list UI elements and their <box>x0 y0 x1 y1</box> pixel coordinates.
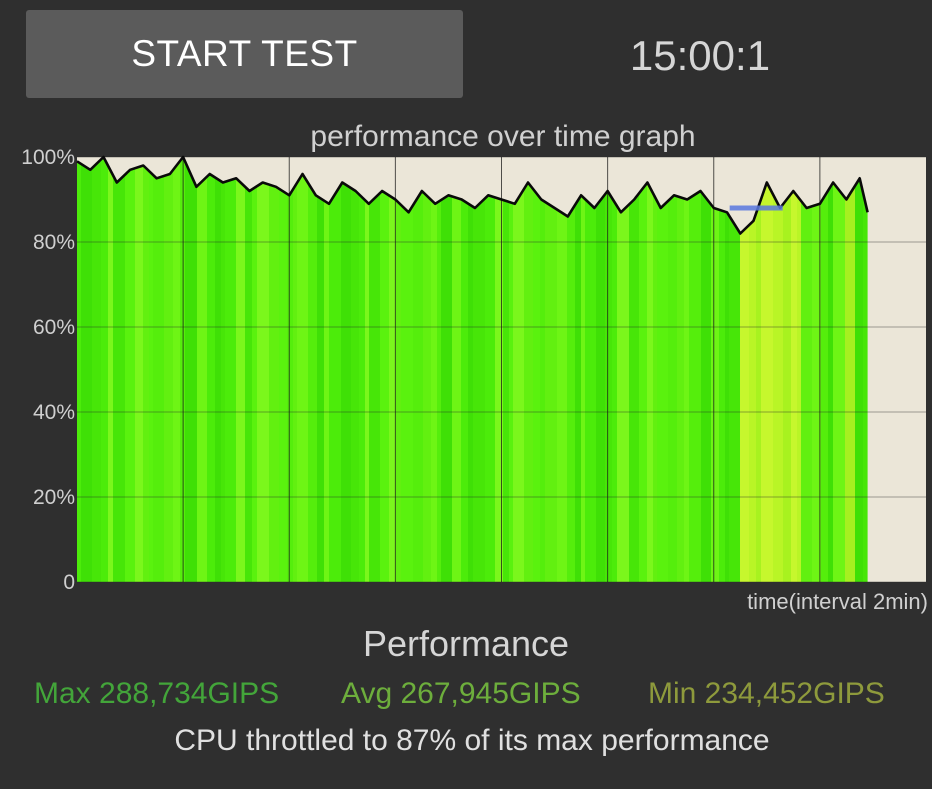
avg-stat: Avg 267,945GIPS <box>341 677 581 710</box>
throttle-message: CPU throttled to 87% of its max performa… <box>174 724 770 757</box>
y-tick-label: 80% <box>33 231 75 254</box>
min-stat: Min 234,452GIPS <box>648 677 885 710</box>
y-tick-label: 100% <box>21 146 75 169</box>
start-test-button[interactable]: START TEST <box>26 10 463 98</box>
y-tick-label: 40% <box>33 401 75 424</box>
performance-area <box>77 157 868 582</box>
graph-title: performance over time graph <box>310 120 696 153</box>
y-tick-label: 60% <box>33 316 75 339</box>
performance-line <box>76 155 869 235</box>
stats-row: Max 288,734GIPS Avg 267,945GIPS Min 234,… <box>0 672 932 716</box>
timer-display: 15:00:1 <box>629 32 771 79</box>
y-tick-label: 0 <box>63 571 75 590</box>
max-stat: Max 288,734GIPS <box>34 677 280 710</box>
performance-graph: 100% 80% 60% 40% 20% 0 <box>21 146 926 590</box>
y-tick-label: 20% <box>33 486 75 509</box>
performance-heading: Performance <box>362 623 570 664</box>
x-axis-label: time(interval 2min) <box>747 589 928 614</box>
